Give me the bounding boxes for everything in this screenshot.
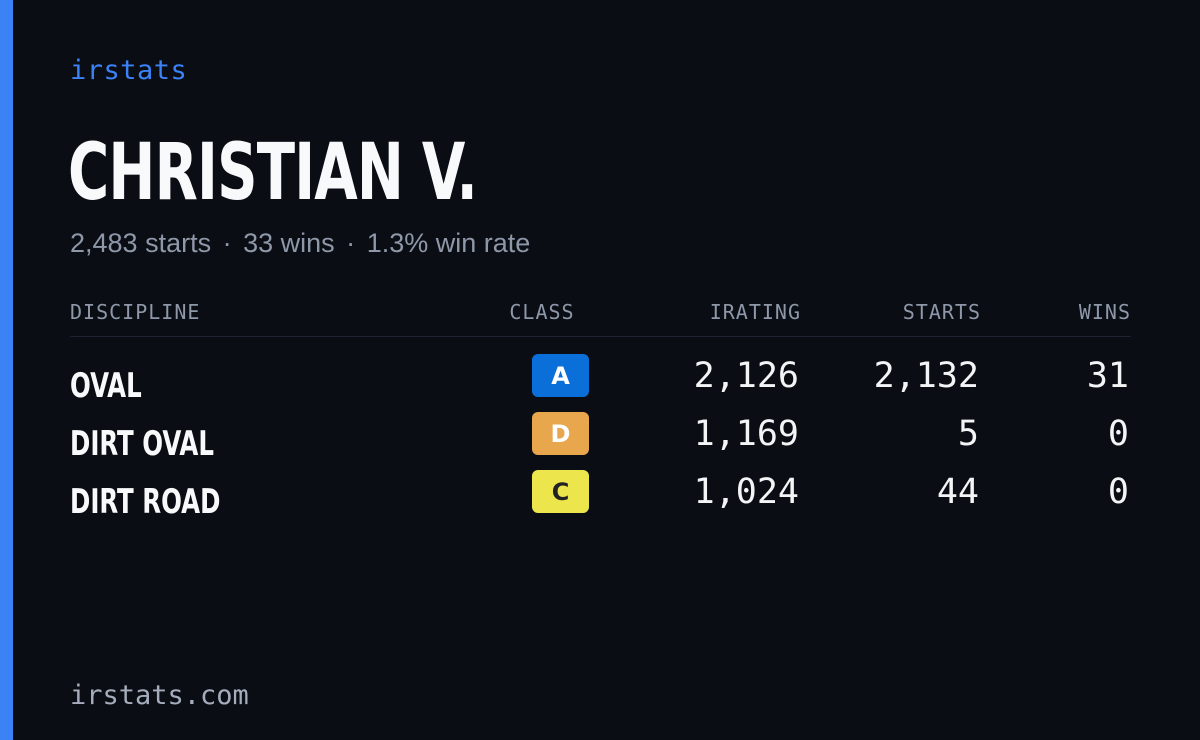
- header-starts: STARTS: [902, 300, 981, 324]
- wins-value: 0: [1107, 472, 1129, 512]
- discipline-name: DIRT OVAL: [70, 424, 214, 464]
- table-row: DIRT OVAL D 1,169 5 0: [70, 412, 1131, 470]
- wins-value: 31: [1086, 356, 1129, 396]
- driver-name: CHRISTIAN V.: [68, 128, 478, 218]
- discipline-name: DIRT ROAD: [70, 482, 221, 522]
- header-discipline: DISCIPLINE: [70, 300, 201, 324]
- footer-url[interactable]: irstats.com: [70, 680, 249, 711]
- class-badge: A: [532, 354, 589, 397]
- header-class: CLASS: [509, 300, 575, 324]
- starts-value: 5: [957, 414, 979, 454]
- irating-value: 1,024: [693, 472, 799, 512]
- separator: ·: [222, 228, 232, 258]
- starts-summary: 2,483 starts: [70, 228, 212, 258]
- accent-bar: [0, 0, 13, 740]
- starts-value: 44: [936, 472, 979, 512]
- win-rate-summary: 1.3% win rate: [366, 228, 531, 258]
- class-badge: D: [532, 412, 589, 455]
- brand-logo[interactable]: irstats: [70, 55, 188, 86]
- header-irating: IRATING: [709, 300, 801, 324]
- starts-value: 2,132: [873, 356, 979, 396]
- irating-value: 1,169: [693, 414, 799, 454]
- class-badge: C: [532, 470, 589, 513]
- irating-value: 2,126: [693, 356, 799, 396]
- table-header: DISCIPLINE CLASS IRATING STARTS WINS: [70, 300, 1131, 337]
- table-row: OVAL A 2,126 2,132 31: [70, 354, 1131, 412]
- separator: ·: [346, 228, 356, 258]
- discipline-name: OVAL: [70, 366, 142, 406]
- header-wins: WINS: [1078, 300, 1131, 324]
- wins-value: 0: [1107, 414, 1129, 454]
- driver-summary: 2,483 starts · 33 wins · 1.3% win rate: [70, 228, 530, 259]
- wins-summary: 33 wins: [243, 228, 335, 258]
- table-row: DIRT ROAD C 1,024 44 0: [70, 470, 1131, 528]
